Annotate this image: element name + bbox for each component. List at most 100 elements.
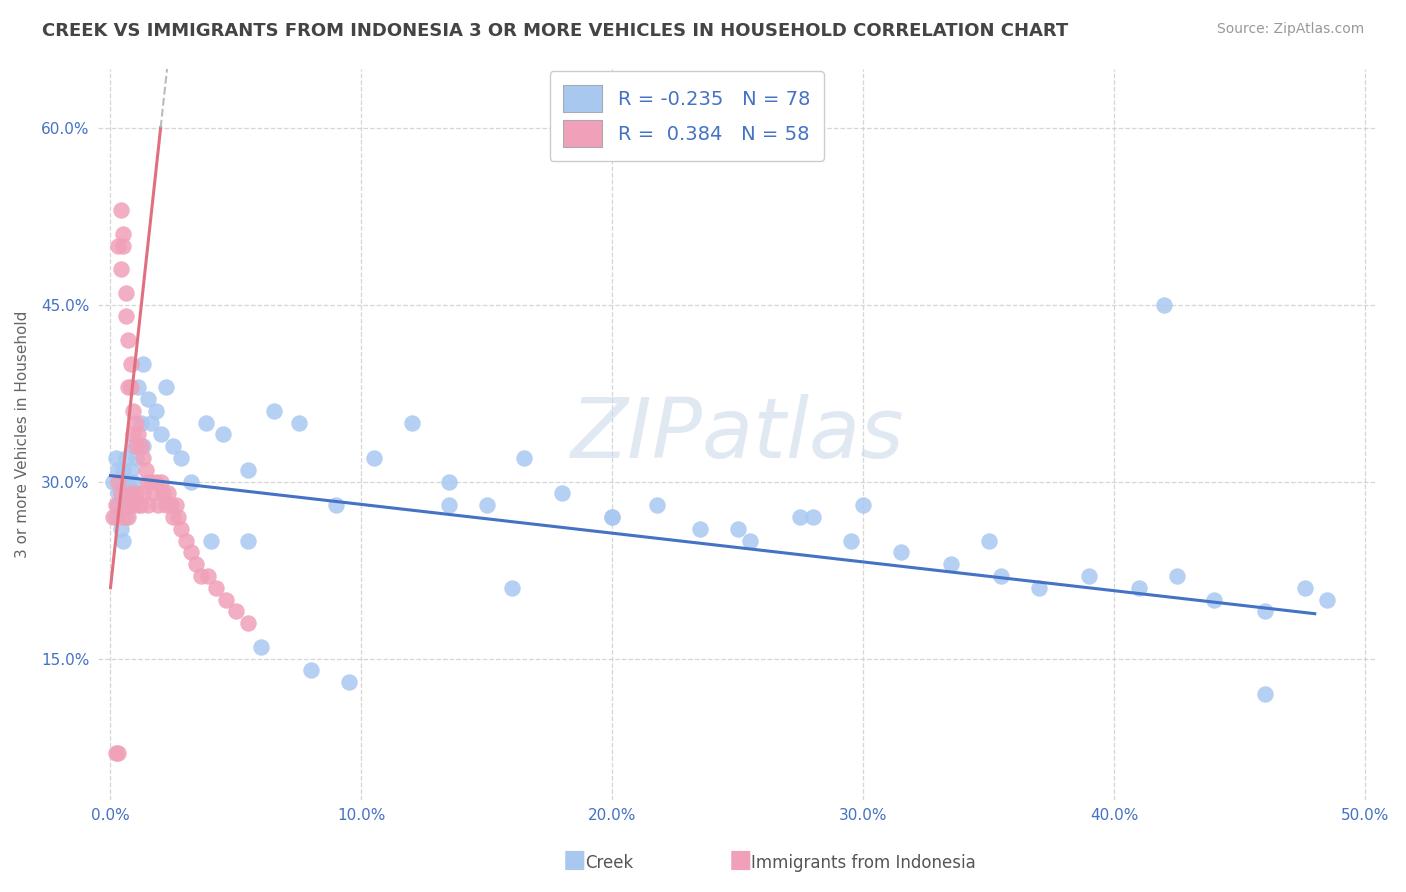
Point — [117, 486, 139, 500]
Point — [104, 510, 127, 524]
Point — [647, 498, 669, 512]
Point — [740, 533, 762, 548]
Point — [600, 510, 623, 524]
Point — [146, 498, 169, 512]
Point — [194, 416, 217, 430]
Point — [117, 333, 139, 347]
Point — [120, 357, 142, 371]
Point — [159, 498, 181, 512]
Point — [112, 238, 135, 252]
Point — [180, 475, 202, 489]
Point — [190, 569, 212, 583]
Point — [551, 486, 574, 500]
Point — [197, 569, 219, 583]
Point — [135, 463, 157, 477]
Point — [437, 498, 460, 512]
Point — [139, 475, 162, 489]
Point — [122, 403, 145, 417]
Point — [110, 486, 132, 500]
Point — [120, 486, 142, 500]
Point — [1253, 687, 1275, 701]
Text: Source: ZipAtlas.com: Source: ZipAtlas.com — [1216, 22, 1364, 37]
Point — [890, 545, 912, 559]
Text: Creek: Creek — [585, 855, 633, 872]
Point — [139, 416, 162, 430]
Point — [238, 463, 260, 477]
Point — [112, 498, 135, 512]
Point — [170, 450, 193, 465]
Point — [117, 380, 139, 394]
Point — [107, 475, 129, 489]
Point — [124, 450, 146, 465]
Point — [162, 510, 184, 524]
Point — [110, 522, 132, 536]
Point — [110, 203, 132, 218]
Point — [132, 450, 155, 465]
Text: CREEK VS IMMIGRANTS FROM INDONESIA 3 OR MORE VEHICLES IN HOUSEHOLD CORRELATION C: CREEK VS IMMIGRANTS FROM INDONESIA 3 OR … — [42, 22, 1069, 40]
Point — [107, 463, 129, 477]
Point — [132, 486, 155, 500]
Point — [129, 498, 152, 512]
Point — [801, 510, 824, 524]
Point — [939, 557, 962, 571]
Point — [170, 522, 193, 536]
Point — [120, 498, 142, 512]
Point — [727, 522, 749, 536]
Point — [117, 510, 139, 524]
Point — [852, 498, 875, 512]
Point — [162, 439, 184, 453]
Point — [149, 475, 172, 489]
Point — [157, 486, 180, 500]
Point — [112, 463, 135, 477]
Point — [122, 427, 145, 442]
Point — [184, 557, 207, 571]
Point — [1166, 569, 1188, 583]
Point — [114, 498, 136, 512]
Point — [122, 498, 145, 512]
Point — [114, 475, 136, 489]
Point — [127, 498, 149, 512]
Point — [107, 486, 129, 500]
Point — [122, 475, 145, 489]
Point — [129, 416, 152, 430]
Point — [101, 475, 124, 489]
Point — [1204, 592, 1226, 607]
Point — [127, 427, 149, 442]
Point — [114, 450, 136, 465]
Point — [101, 510, 124, 524]
Point — [104, 746, 127, 760]
Point — [437, 475, 460, 489]
Point — [212, 427, 235, 442]
Point — [120, 380, 142, 394]
Text: ■: ■ — [562, 848, 586, 872]
Point — [174, 533, 197, 548]
Point — [238, 533, 260, 548]
Point — [120, 463, 142, 477]
Point — [104, 450, 127, 465]
Point — [205, 581, 228, 595]
Point — [501, 581, 523, 595]
Point — [114, 310, 136, 324]
Point — [475, 498, 498, 512]
Y-axis label: 3 or more Vehicles in Household: 3 or more Vehicles in Household — [15, 310, 30, 558]
Point — [977, 533, 1000, 548]
Point — [145, 403, 167, 417]
Text: Immigrants from Indonesia: Immigrants from Indonesia — [751, 855, 976, 872]
Point — [200, 533, 222, 548]
Point — [117, 475, 139, 489]
Point — [1316, 592, 1339, 607]
Point — [129, 439, 152, 453]
Point — [112, 510, 135, 524]
Point — [112, 533, 135, 548]
Point — [107, 238, 129, 252]
Point — [107, 746, 129, 760]
Point — [142, 486, 165, 500]
Point — [107, 498, 129, 512]
Point — [513, 450, 536, 465]
Point — [789, 510, 811, 524]
Point — [149, 427, 172, 442]
Point — [1028, 581, 1050, 595]
Point — [1128, 581, 1150, 595]
Point — [263, 403, 285, 417]
Point — [124, 439, 146, 453]
